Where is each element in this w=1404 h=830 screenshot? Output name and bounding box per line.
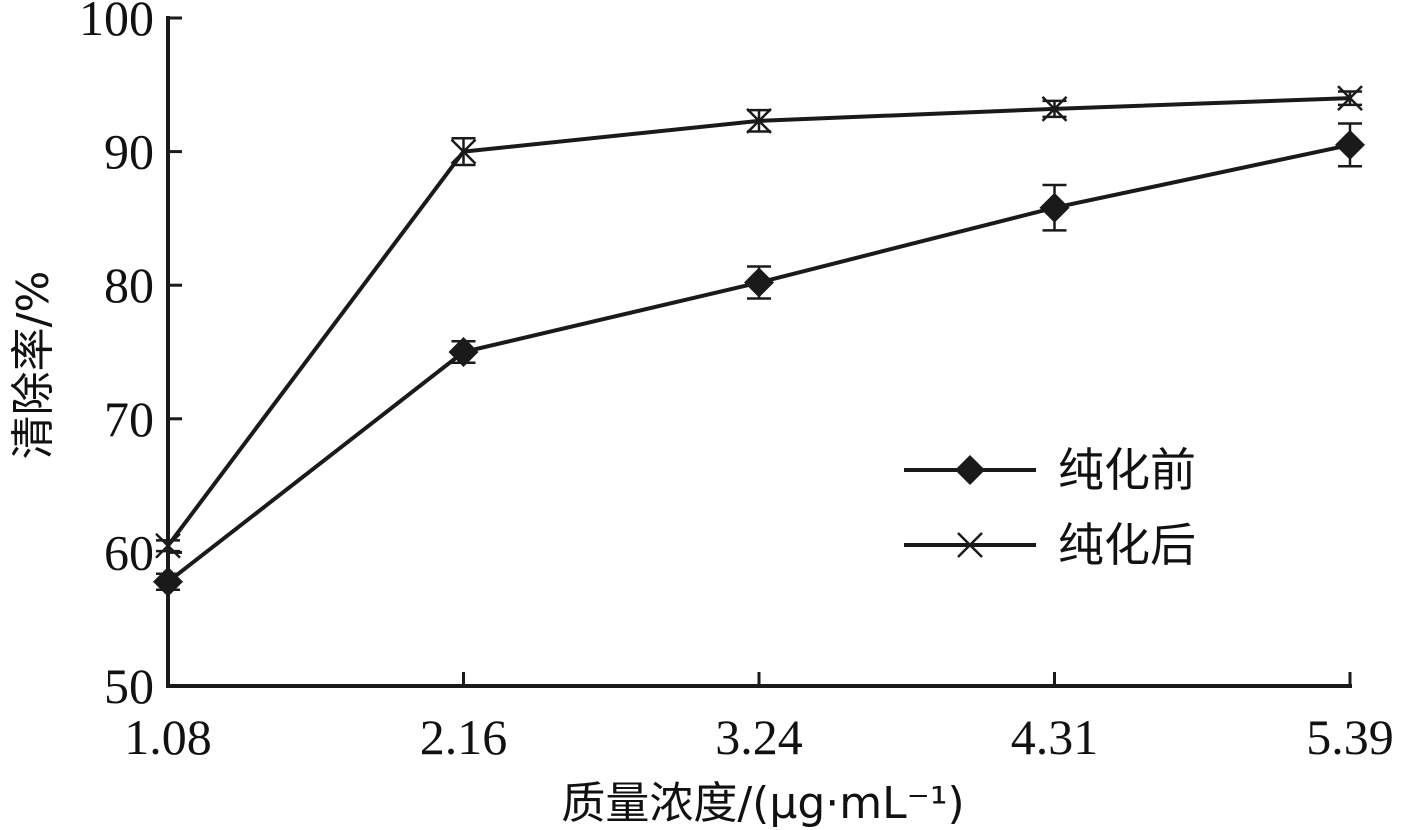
x-marker [450,138,477,165]
series-line [166,142,1351,584]
diamond-marker [448,337,479,367]
x-marker [155,532,181,559]
y-tick-label: 70 [104,391,154,447]
series-2 [155,85,1363,559]
legend-item-2: 纯化后 [904,518,1196,572]
diamond-marker [955,455,985,485]
x-marker [746,107,772,134]
series-layer [153,85,1365,597]
legend-item-1: 纯化前 [904,443,1196,497]
y-tick-label: 80 [104,257,154,313]
series-1 [153,122,1365,597]
y-axis-title: 清除率/% [8,271,59,460]
x-axis-ticks: 1.08 2.16 3.24 4.31 5.39 [124,672,1394,765]
diamond-marker [153,566,183,597]
legend-label: 纯化前 [1058,443,1196,497]
x-tick-label: 1.08 [124,709,212,765]
x-marker [957,532,983,558]
legend-label: 纯化后 [1058,518,1196,572]
y-tick-label: 60 [104,524,154,580]
diamond-marker [1335,129,1365,160]
x-tick-label: 5.39 [1306,709,1394,765]
y-axis-ticks: 50 60 70 80 90 100 [79,0,182,714]
y-tick-label: 90 [104,124,154,180]
y-tick-label: 100 [79,0,154,46]
x-tick-label: 4.31 [1011,709,1099,765]
x-axis-title: 质量浓度/(μg·mL⁻¹) [561,778,964,829]
x-marker [1337,85,1363,112]
x-marker [1041,95,1068,122]
y-tick-label: 50 [104,658,154,714]
x-tick-label: 3.24 [715,709,803,765]
diamond-marker [744,267,774,298]
x-tick-label: 2.16 [420,709,508,765]
diamond-marker [1039,192,1070,223]
